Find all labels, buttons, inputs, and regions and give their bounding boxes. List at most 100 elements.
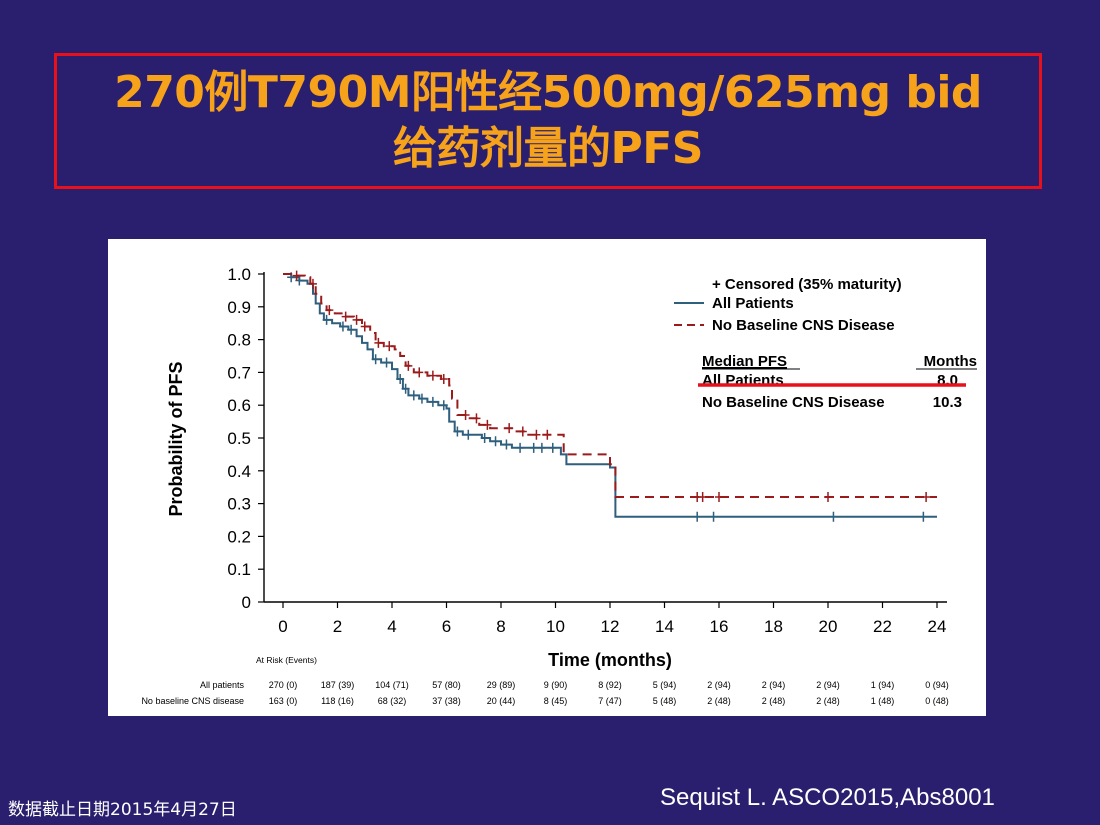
censor-mark — [374, 337, 383, 348]
censor-mark — [824, 492, 832, 503]
censor-mark — [548, 442, 557, 453]
legend-censored: + Censored (35% maturity) — [712, 276, 902, 293]
censor-mark — [715, 492, 723, 503]
at-risk-cell: 8 (45) — [544, 696, 568, 706]
median-row-label-no-cns: No Baseline CNS Disease — [702, 394, 885, 411]
censor-mark — [693, 511, 702, 522]
series-layer — [283, 270, 937, 522]
censor-mark — [385, 341, 394, 352]
y-tick-label: 0.5 — [227, 429, 251, 448]
censor-mark — [516, 442, 525, 453]
censor-mark — [292, 270, 301, 281]
censor-mark — [483, 419, 492, 430]
censor-mark — [518, 426, 527, 437]
censor-mark — [382, 357, 391, 368]
censor-mark — [428, 396, 437, 407]
at-risk-cell: 5 (48) — [653, 696, 677, 706]
legend-item-all-patients: All Patients — [712, 295, 794, 312]
censor-mark — [709, 511, 718, 522]
x-tick-label: 10 — [546, 617, 565, 636]
y-tick-label: 0.4 — [227, 462, 251, 481]
x-tick-label: 18 — [764, 617, 783, 636]
censor-mark — [415, 367, 424, 378]
km-chart: 00.10.20.30.40.50.60.70.80.91.00 2 4 6 8 10 12… — [141, 265, 977, 706]
censor-mark — [371, 354, 380, 365]
legend-item-no-cns: No Baseline CNS Disease — [712, 317, 895, 334]
at-risk-cell: 2 (48) — [707, 696, 731, 706]
censor-mark — [543, 429, 552, 440]
at-risk-cell: 2 (94) — [762, 680, 786, 690]
censor-mark — [698, 492, 707, 503]
at-risk-cell: 37 (38) — [432, 696, 461, 706]
at-risk-cell: 2 (94) — [816, 680, 840, 690]
censor-mark — [480, 433, 489, 443]
censor-mark — [360, 321, 369, 332]
at-risk-cell: 2 (48) — [816, 696, 840, 706]
censor-mark — [505, 423, 514, 434]
at-risk-cell: 270 (0) — [269, 680, 298, 690]
censor-mark — [829, 511, 838, 522]
x-tick-label: 24 — [928, 617, 947, 636]
censor-mark — [417, 393, 426, 404]
y-tick-label: 0.6 — [227, 396, 251, 415]
title-frame: 270例T790M阳性经500mg/625mg bid 给药剂量的PFS — [54, 53, 1042, 189]
censor-mark — [529, 442, 538, 453]
censor-mark — [396, 373, 405, 384]
y-tick-label: 0 — [242, 593, 251, 612]
censor-mark — [338, 321, 347, 332]
censor-mark — [322, 314, 331, 325]
censor-mark — [537, 442, 546, 453]
censor-mark — [409, 390, 418, 401]
median-table-header-right: Months — [924, 353, 977, 370]
y-tick-label: 0.8 — [227, 331, 251, 350]
at-risk-cell: 1 (48) — [871, 696, 895, 706]
at-risk-cell: 163 (0) — [269, 696, 298, 706]
at-risk-cell: 2 (48) — [762, 696, 786, 706]
x-tick-label: 8 — [496, 617, 505, 636]
median-table-header-left: Median PFS — [702, 353, 787, 370]
median-row-value-no-cns: 10.3 — [933, 394, 962, 411]
at-risk-cell: 118 (16) — [321, 696, 354, 706]
x-tick-label: 4 — [387, 617, 396, 636]
censor-mark — [428, 370, 437, 381]
x-tick-label: 16 — [710, 617, 729, 636]
x-tick-label: 2 — [333, 617, 342, 636]
y-tick-label: 1.0 — [227, 265, 251, 284]
x-tick-label: 12 — [601, 617, 620, 636]
censor-mark — [352, 314, 361, 325]
at-risk-cell: 68 (32) — [378, 696, 407, 706]
y-axis-label: Probability of PFS — [166, 361, 186, 516]
censor-mark — [347, 324, 356, 335]
at-risk-cell: 20 (44) — [487, 696, 516, 706]
censor-mark — [404, 360, 413, 371]
at-risk-table: At Risk (Events) All patients 270 (0) 187 (… — [141, 655, 948, 706]
censor-mark — [919, 511, 928, 522]
x-axis-label: Time (months) — [548, 650, 672, 670]
censor-mark — [464, 429, 473, 440]
y-tick-label: 0.3 — [227, 495, 251, 514]
censor-mark — [325, 305, 334, 316]
axes: 00.10.20.30.40.50.60.70.80.91.00 2 4 6 8 10 12… — [166, 265, 947, 670]
censor-mark — [439, 373, 448, 384]
censor-mark — [401, 383, 410, 394]
censor-mark — [341, 311, 350, 322]
slide-title-line-1: 270例T790M阳性经500mg/625mg bid — [114, 67, 982, 118]
at-risk-cell: 0 (48) — [925, 696, 949, 706]
chart-panel: 0 0.1 0.2 0.3 0.4 0.5 0.6 0.7 0.8 0.9 1.0 0 2 4 6 8 10 12… — [108, 239, 986, 716]
censor-mark — [453, 426, 462, 437]
censor-mark — [439, 400, 448, 411]
slide-title-line-2: 给药剂量的PFS — [393, 123, 704, 174]
y-tick-label: 0.7 — [227, 363, 251, 382]
censor-mark — [461, 410, 470, 421]
at-risk-cell: 2 (94) — [707, 680, 731, 690]
at-risk-cell: 8 (92) — [598, 680, 622, 690]
censor-mark — [491, 436, 500, 447]
y-tick-label: 0.9 — [227, 298, 251, 317]
at-risk-cell: 9 (90) — [544, 680, 568, 690]
at-risk-cell: 187 (39) — [321, 680, 355, 690]
legend: + Censored (35% maturity) All Patients No … — [674, 276, 977, 411]
at-risk-cell: 7 (47) — [598, 696, 622, 706]
at-risk-cell: 5 (94) — [653, 680, 677, 690]
x-tick-label: 22 — [873, 617, 892, 636]
censor-mark — [502, 439, 511, 450]
